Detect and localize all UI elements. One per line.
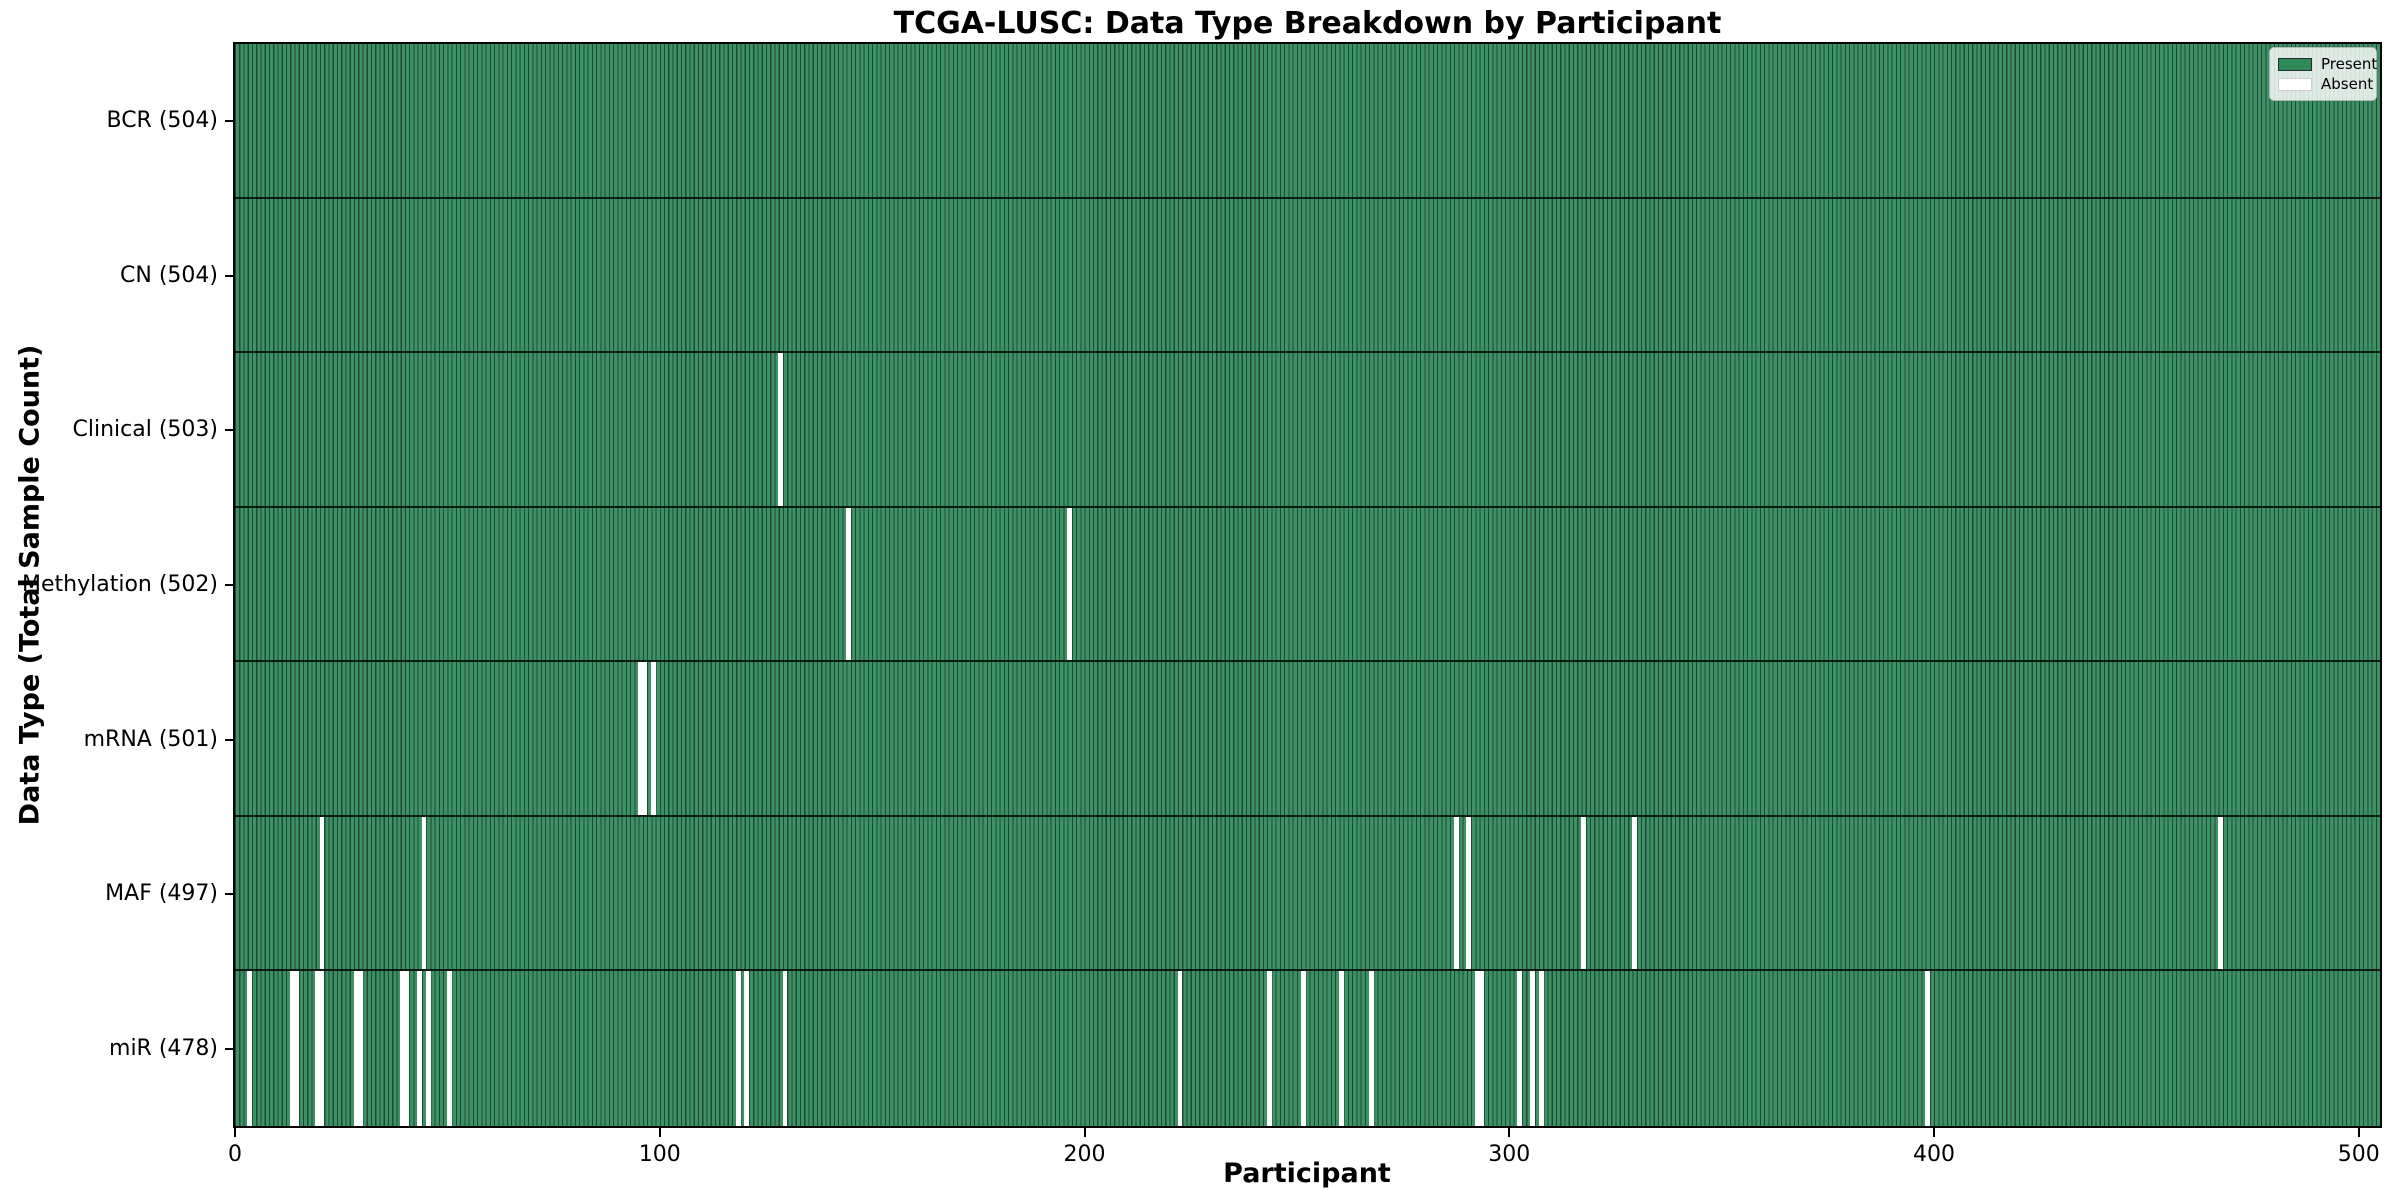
absent-mark-mir-29	[357, 971, 363, 1126]
y-tick-label-maf: MAF (497)	[105, 881, 218, 907]
x-tick-mark	[1508, 1128, 1511, 1137]
absent-mark-mir-45	[425, 971, 431, 1126]
legend-entry-absent: Absent	[2278, 74, 2373, 94]
absent-mark-maf-317	[1581, 816, 1586, 970]
x-tick-label-0: 0	[228, 1142, 242, 1167]
absent-mark-methylation-196	[1067, 507, 1073, 661]
y-tick-mark	[225, 893, 233, 896]
y-tick-mark	[225, 584, 233, 586]
x-tick-mark	[1933, 1128, 1935, 1137]
y-tick-mark	[225, 738, 233, 741]
y-tick-label-cn: CN (504)	[120, 262, 218, 288]
y-tick-label-mir: miR (478)	[109, 1035, 218, 1061]
absent-mark-mir-267	[1368, 971, 1374, 1126]
y-tick-label-mrna: mRNA (501)	[83, 726, 218, 752]
row-clinical	[235, 353, 2380, 508]
legend: Present Absent	[2269, 47, 2377, 101]
absent-mark-mir-19	[315, 971, 321, 1126]
y-tick-mark	[225, 274, 233, 277]
legend-entry-present: Present	[2278, 54, 2377, 74]
absent-swatch	[2278, 77, 2312, 91]
y-tick-mark	[225, 1047, 233, 1050]
x-axis-label: Participant	[1223, 1158, 1391, 1189]
absent-mark-maf-329	[1632, 816, 1637, 970]
x-tick-mark	[658, 1128, 661, 1137]
y-tick-label-clinical: Clinical (503)	[72, 417, 218, 443]
absent-mark-mir-222	[1177, 971, 1183, 1126]
absent-mark-mir-307	[1538, 971, 1544, 1126]
y-tick-mark	[225, 120, 233, 123]
absent-mark-maf-20	[319, 816, 325, 970]
row-methylation	[235, 507, 2380, 663]
y-tick-label-methylation: Methylation (502)	[22, 572, 218, 597]
absent-mark-mir-260	[1339, 971, 1344, 1126]
legend-label-present: Present	[2321, 55, 2378, 73]
x-tick-label-100: 100	[638, 1142, 681, 1167]
absent-mark-mrna-96	[642, 662, 648, 815]
row-cn	[235, 198, 2380, 354]
absent-mark-mir-251	[1300, 971, 1306, 1126]
absent-mark-maf-290	[1466, 816, 1472, 970]
plot-area	[233, 42, 2382, 1128]
absent-mark-mir-39	[400, 971, 406, 1126]
absent-mark-clinical-128	[778, 353, 784, 506]
absent-mark-mir-118	[735, 971, 741, 1126]
absent-mark-mir-20	[319, 971, 325, 1126]
absent-mark-mir-13	[289, 971, 295, 1126]
legend-label-absent: Absent	[2321, 75, 2374, 93]
y-tick-mark	[225, 429, 233, 432]
absent-mark-mir-43	[417, 971, 423, 1126]
absent-mark-mrna-98	[650, 662, 656, 815]
absent-mark-mir-14	[294, 971, 299, 1126]
x-tick-label-200: 200	[1063, 1142, 1106, 1167]
absent-mark-mir-293	[1479, 971, 1485, 1126]
y-tick-label-bcr: BCR (504)	[106, 108, 218, 134]
absent-mark-methylation-144	[846, 507, 852, 661]
absent-mark-maf-467	[2218, 816, 2224, 970]
absent-mark-mir-120	[744, 971, 750, 1126]
x-tick-mark	[1083, 1128, 1086, 1137]
x-tick-label-300: 300	[1488, 1142, 1531, 1167]
absent-mark-maf-287	[1453, 816, 1459, 970]
absent-mark-mir-305	[1530, 971, 1536, 1126]
row-bcr	[235, 44, 2380, 199]
present-swatch	[2278, 57, 2312, 71]
absent-mark-mir-3	[247, 971, 253, 1126]
absent-mark-mir-28	[353, 971, 359, 1126]
row-mrna	[235, 662, 2380, 817]
row-mir	[235, 971, 2380, 1126]
absent-mark-mir-398	[1925, 971, 1931, 1126]
x-tick-label-500: 500	[2337, 1142, 2380, 1167]
absent-mark-mir-292	[1474, 971, 1480, 1126]
x-tick-label-400: 400	[1913, 1142, 1955, 1167]
absent-mark-mir-50	[447, 971, 452, 1126]
x-tick-mark	[2357, 1128, 2360, 1137]
absent-mark-mrna-95	[638, 662, 644, 815]
x-tick-mark	[234, 1128, 236, 1137]
absent-mark-mir-40	[404, 971, 410, 1126]
absent-mark-mir-302	[1517, 971, 1523, 1126]
absent-mark-maf-44	[421, 816, 427, 970]
row-maf	[235, 816, 2380, 972]
absent-mark-mir-129	[782, 971, 788, 1126]
chart-title: TCGA-LUSC: Data Type Breakdown by Partic…	[893, 6, 1722, 41]
absent-mark-mir-243	[1266, 971, 1272, 1126]
